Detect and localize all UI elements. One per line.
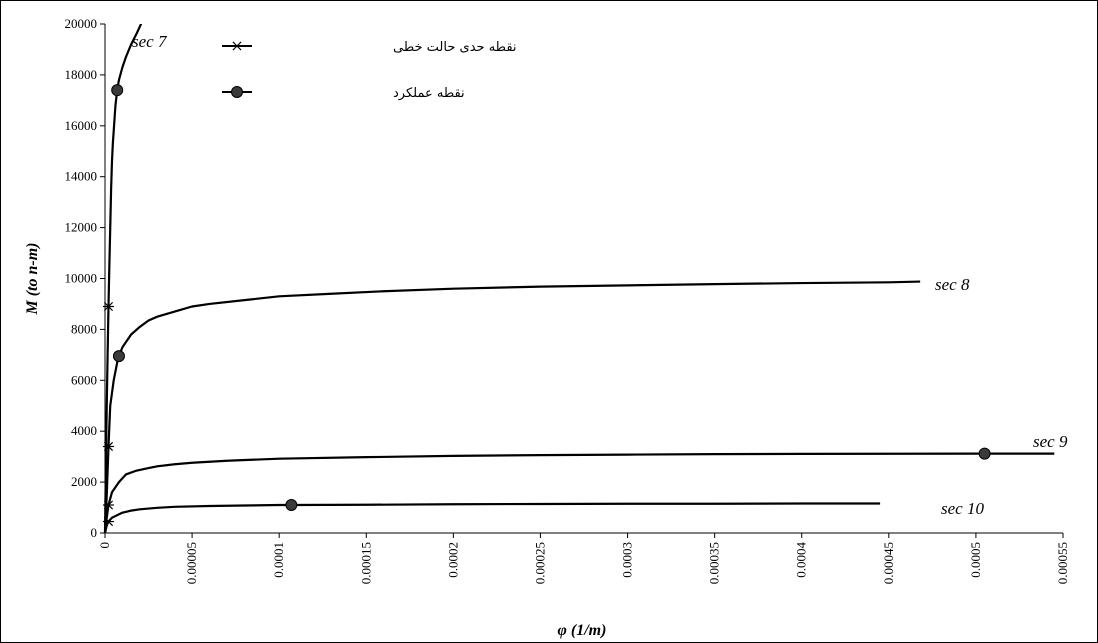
linear-limit-marker-sec-8 (102, 441, 114, 452)
linear-limit-marker-sec-7 (102, 301, 114, 312)
y-tick-label: 16000 (65, 118, 98, 133)
legend-entry-performance-point: نقطه عملکرد (222, 86, 465, 101)
y-axis-title: M (to n-m) (24, 243, 41, 316)
markers-layer (102, 84, 991, 527)
x-axis-title: φ (1/m) (558, 622, 607, 639)
y-tick-label: 8000 (71, 321, 97, 336)
performance-point-marker-sec-10 (285, 499, 298, 512)
y-tick-label: 10000 (65, 271, 98, 286)
legend-label: نقطه عملکرد (393, 86, 465, 101)
x-tick-label: 0.0001 (271, 542, 286, 578)
linear-limit-marker-sec-9 (102, 500, 114, 510)
performance-point-marker-sec-9 (978, 447, 991, 460)
performance-point-marker-sec-8 (112, 350, 125, 363)
linear-limit-marker-sec-10 (102, 516, 114, 527)
x-tick-label: 0.0003 (620, 542, 635, 578)
legend-star-icon (231, 41, 243, 51)
series-line-sec-7 (103, 24, 143, 534)
series-line-sec-9 (103, 452, 1055, 534)
series-label-sec-8: sec 8 (935, 275, 970, 294)
x-tick-label: 0.00055 (1055, 542, 1070, 584)
y-tick-label: 6000 (71, 372, 97, 387)
legend: نقطه حدی حالت خطی نقطه عملکرد (222, 40, 517, 101)
legend-dot-icon (231, 86, 243, 98)
series-labels: sec 7 sec 8 sec 9 sec 10 (132, 32, 1068, 518)
x-tick-label: 0.0005 (968, 542, 983, 578)
y-tick-label: 20000 (65, 16, 98, 31)
x-tick-label: 0 (97, 542, 112, 549)
series-line-sec-8 (103, 280, 921, 534)
legend-label: نقطه حدی حالت خطی (393, 40, 517, 55)
y-tick-label: 0 (91, 525, 98, 540)
axes: 0 2000 4000 6000 8000 10000 12000 14000 16000 180… (24, 16, 1070, 639)
y-tick-label: 2000 (71, 474, 97, 489)
y-tick-label: 12000 (65, 220, 98, 235)
x-tick-label: 0.0002 (445, 542, 460, 578)
series-label-sec-7: sec 7 (132, 32, 168, 51)
x-tick-label: 0.00005 (184, 542, 199, 584)
x-tick-label: 0.00015 (358, 542, 373, 584)
x-tick-label: 0.0004 (794, 542, 809, 578)
series-layer (103, 24, 1055, 534)
series-label-sec-10: sec 10 (941, 499, 984, 518)
series-line-sec-10 (103, 502, 881, 534)
performance-point-marker-sec-7 (111, 84, 124, 97)
y-tick-label: 4000 (71, 423, 97, 438)
series-label-sec-9: sec 9 (1033, 432, 1068, 451)
x-tick-label: 0.00035 (707, 542, 722, 584)
x-tick-label: 0.00025 (532, 542, 547, 584)
y-tick-label: 14000 (65, 169, 98, 184)
legend-entry-linear-limit: نقطه حدی حالت خطی (222, 40, 517, 55)
y-tick-label: 18000 (65, 67, 98, 82)
x-tick-label: 0.00045 (881, 542, 896, 584)
